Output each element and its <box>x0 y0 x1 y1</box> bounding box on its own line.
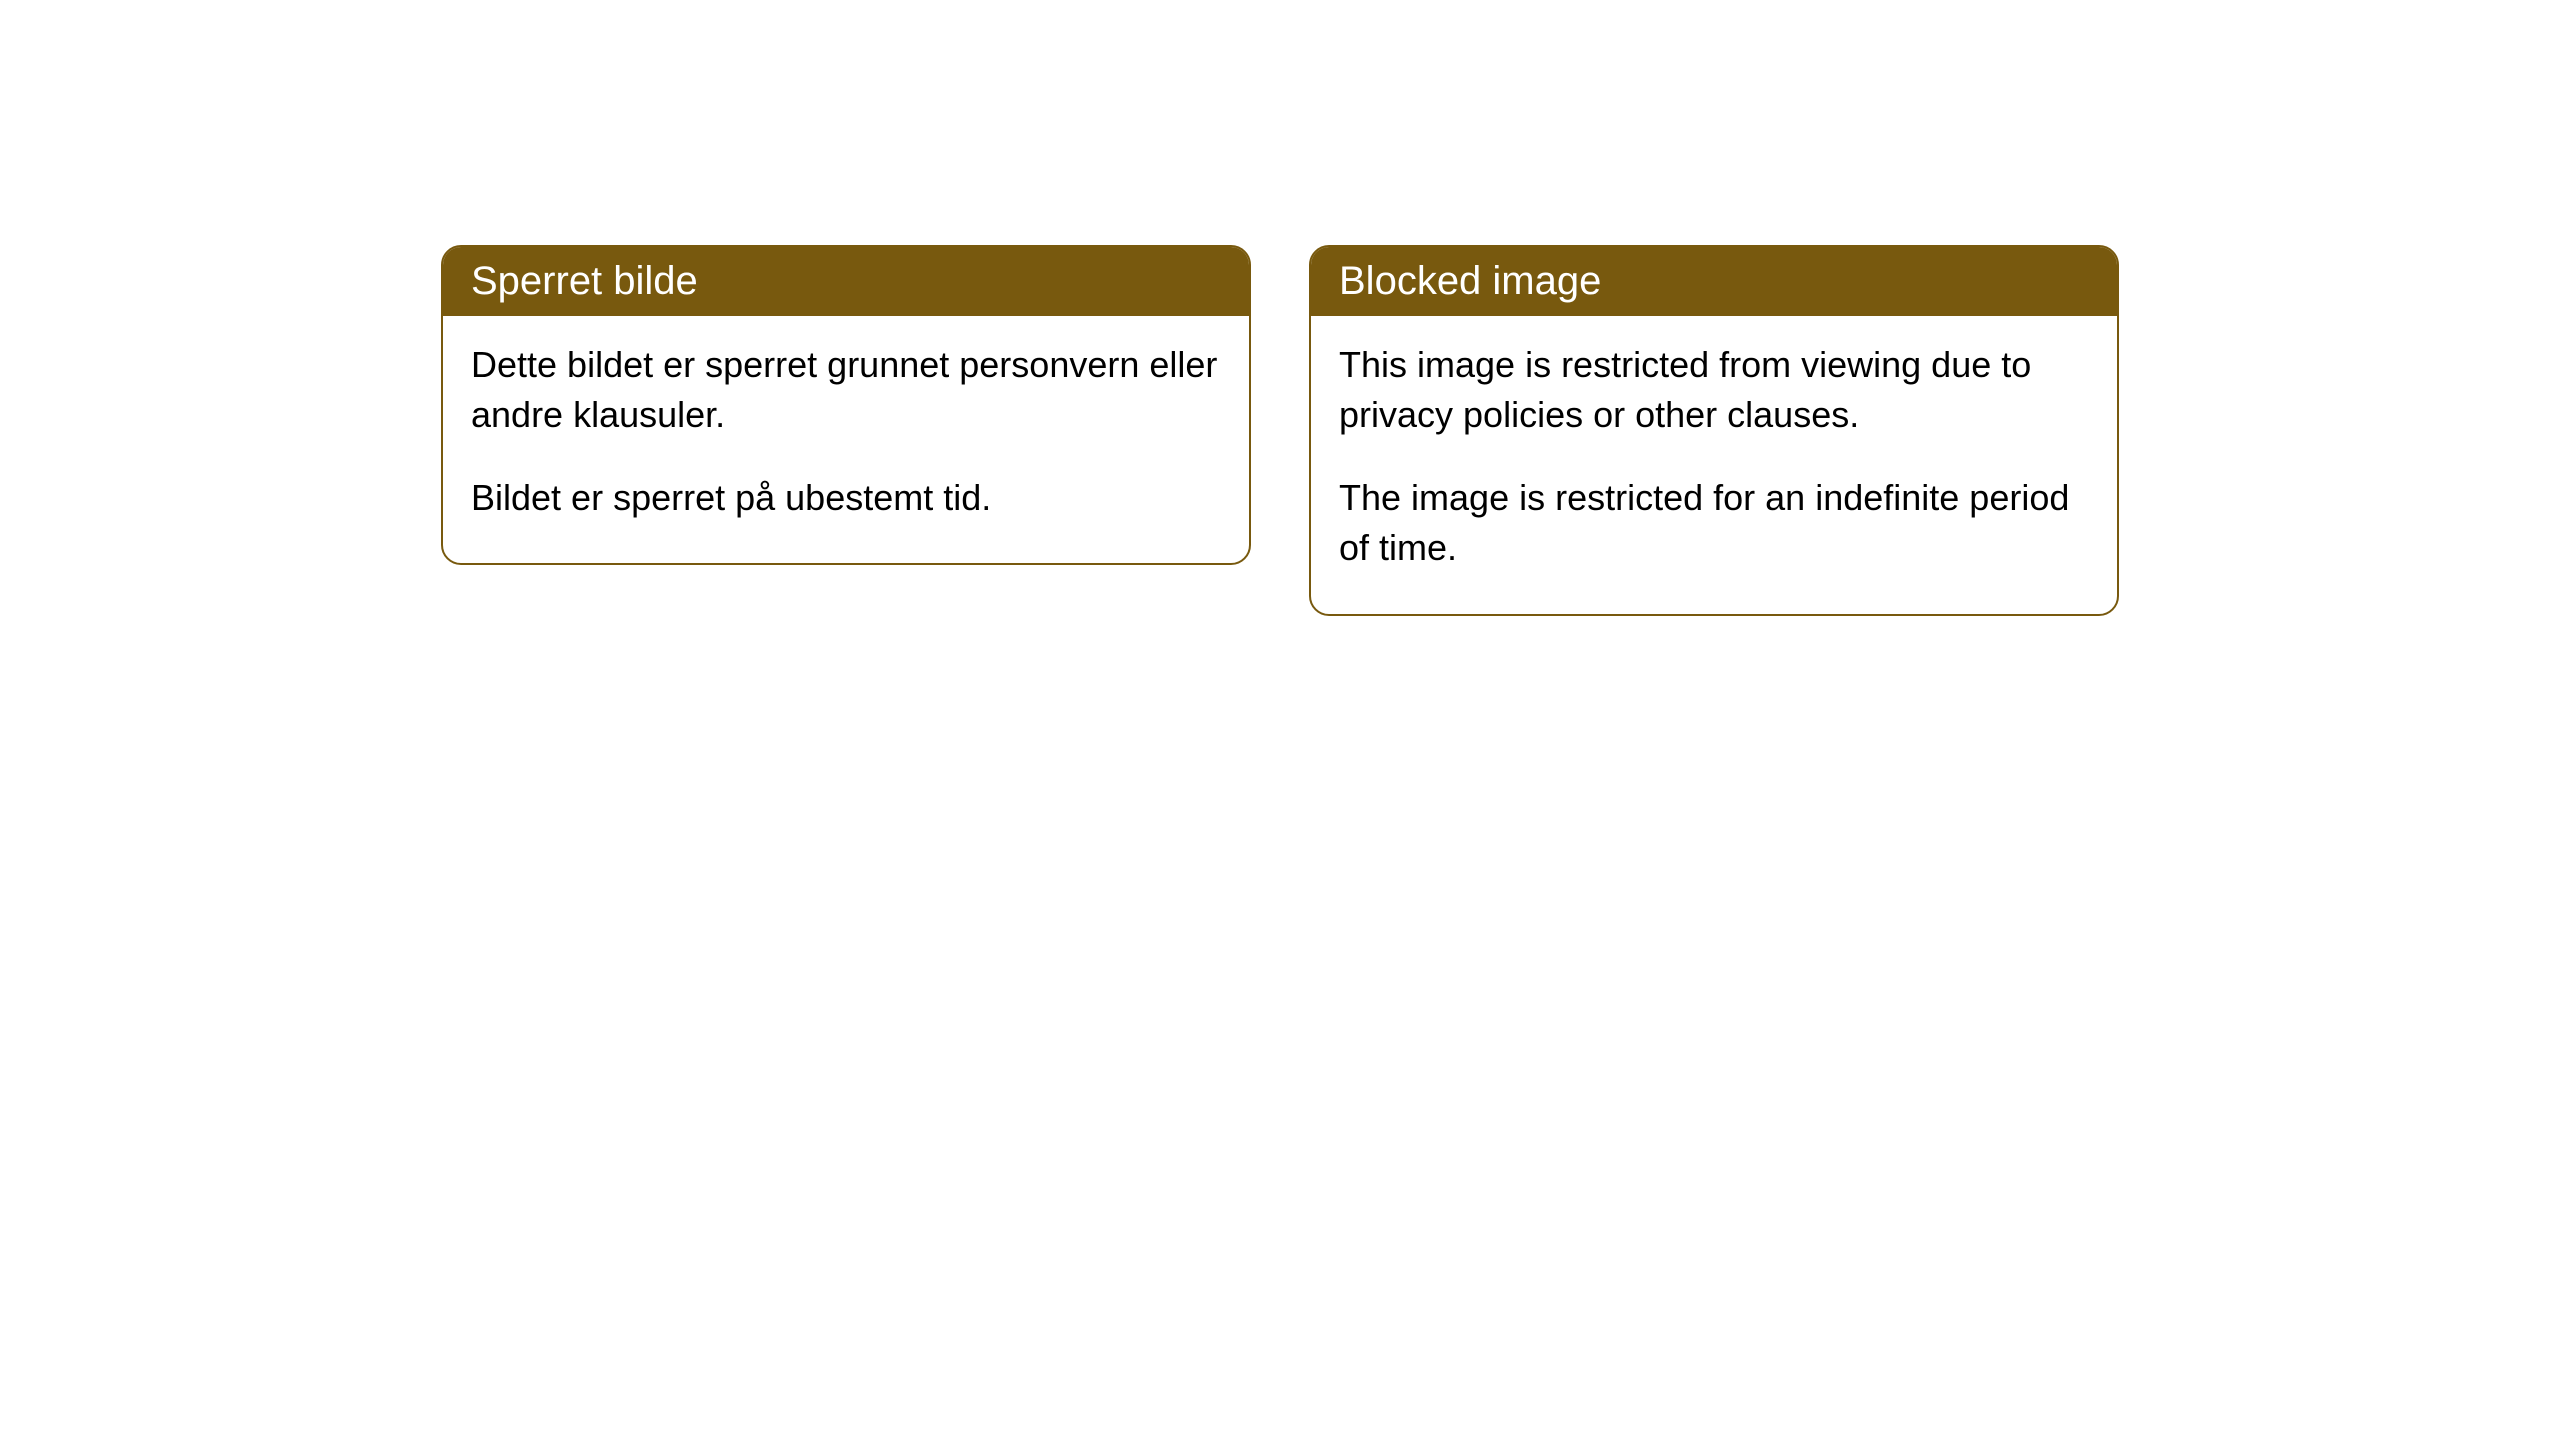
notice-text-1: This image is restricted from viewing du… <box>1339 340 2089 441</box>
notice-body: This image is restricted from viewing du… <box>1311 316 2117 614</box>
notice-header: Blocked image <box>1311 247 2117 316</box>
notice-text-2: Bildet er sperret på ubestemt tid. <box>471 473 1221 523</box>
notice-header: Sperret bilde <box>443 247 1249 316</box>
blocked-image-notice-english: Blocked image This image is restricted f… <box>1309 245 2119 616</box>
notice-title: Blocked image <box>1339 259 1601 303</box>
notice-text-2: The image is restricted for an indefinit… <box>1339 473 2089 574</box>
blocked-image-notice-norwegian: Sperret bilde Dette bildet er sperret gr… <box>441 245 1251 565</box>
notice-text-1: Dette bildet er sperret grunnet personve… <box>471 340 1221 441</box>
notice-title: Sperret bilde <box>471 259 698 303</box>
notice-body: Dette bildet er sperret grunnet personve… <box>443 316 1249 563</box>
